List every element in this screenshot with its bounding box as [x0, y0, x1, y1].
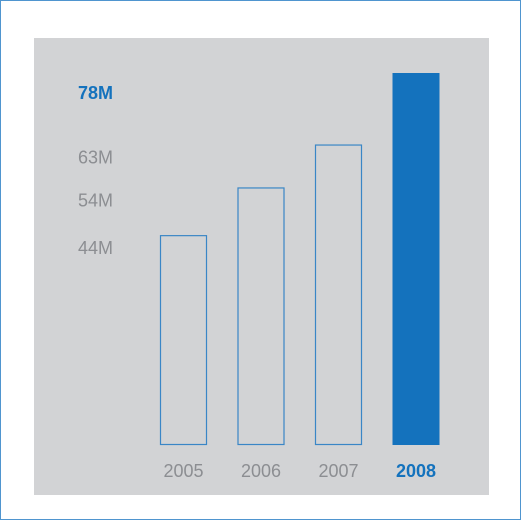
category-label-2008: 2008	[396, 461, 436, 481]
category-label-2005: 2005	[163, 461, 203, 481]
value-label-2006: 54M	[78, 190, 113, 210]
bar-chart: 2005 44M 2006 54M 2007 63M 2008 78M	[78, 73, 440, 481]
category-label-2006: 2006	[241, 461, 281, 481]
value-label-2005: 44M	[78, 238, 113, 258]
value-label-2008: 78M	[78, 83, 113, 103]
bar-2006	[237, 187, 285, 446]
chart-panel: 2005 44M 2006 54M 2007 63M 2008 78M	[34, 38, 489, 495]
bar-2007	[314, 144, 363, 446]
value-label-2007: 63M	[78, 148, 113, 168]
category-label-2007: 2007	[318, 461, 358, 481]
bar-2008	[392, 73, 440, 445]
bar-2005	[159, 235, 208, 446]
